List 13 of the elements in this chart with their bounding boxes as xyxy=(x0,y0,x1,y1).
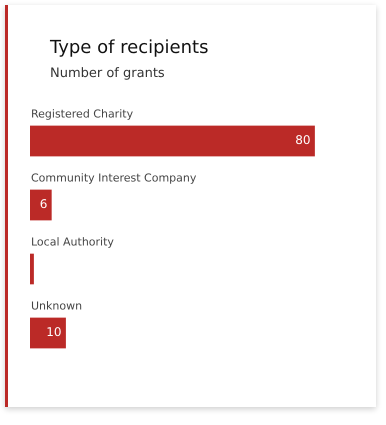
bar xyxy=(30,126,315,156)
chart-subtitle: Number of grants xyxy=(50,66,165,81)
chart-title: Type of recipients xyxy=(50,37,208,58)
y-tick-label: Community Interest Company xyxy=(31,171,197,184)
data-label: 10 xyxy=(46,325,62,340)
bar xyxy=(30,190,52,220)
bar xyxy=(30,318,66,348)
y-tick-label: Registered Charity xyxy=(31,107,134,120)
y-tick-label: Local Authority xyxy=(31,235,114,248)
y-tick-label: Unknown xyxy=(31,299,82,312)
data-label: 6 xyxy=(40,197,48,212)
data-label: 80 xyxy=(295,133,311,148)
bar xyxy=(30,254,34,284)
